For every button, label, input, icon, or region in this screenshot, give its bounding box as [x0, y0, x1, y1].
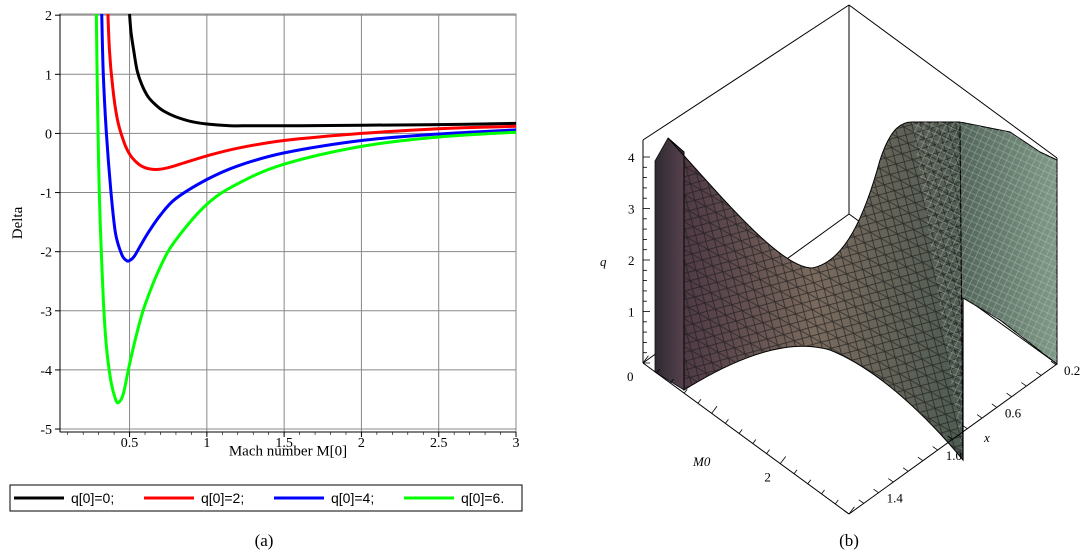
caption-a: (a)	[255, 531, 274, 550]
y-tick-label: -3	[40, 305, 52, 320]
m0-tick-mark	[793, 469, 798, 474]
series-group	[94, 14, 516, 405]
x-tick-label: 3	[513, 436, 520, 451]
m0-tick-mark	[780, 456, 787, 464]
m0-tick-mark	[834, 499, 839, 505]
m0-tick-mark	[807, 479, 812, 485]
m0-tick-mark	[711, 405, 718, 414]
x-tick-mark-3d	[843, 510, 850, 515]
m0-tick-label: 2	[764, 470, 771, 485]
x-tick-mark-3d	[873, 488, 879, 494]
x-tick-mark-3d	[962, 424, 968, 430]
x-axis-label: Mach number M[0]	[229, 444, 347, 460]
surface-saddle-mesh	[668, 122, 963, 460]
m0-tick-mark	[697, 399, 702, 404]
z-axis-label: q	[600, 254, 607, 269]
x-tick-label: 0.5	[121, 436, 139, 451]
x-tick-label: 1	[203, 436, 210, 451]
m0-axis-label: M0	[692, 454, 711, 469]
x-tick-mark-3d	[917, 456, 924, 462]
x-tick-mark-3d	[902, 467, 909, 472]
m0-tick-label: 0	[627, 369, 634, 384]
legend-label: q[0]=6.	[461, 490, 504, 506]
y-tick-label: -1	[40, 187, 52, 202]
y-tick-label: 0	[45, 127, 52, 142]
x-tick-mark-3d	[1035, 371, 1042, 376]
legend-label: q[0]=2;	[201, 490, 244, 506]
x-tick-mark-3d	[932, 446, 938, 451]
x-tick-mark-3d	[858, 499, 865, 504]
caption-b: (b)	[839, 531, 859, 550]
y-tick-label: 1	[45, 68, 52, 83]
x-tick-mark-3d	[1006, 392, 1012, 398]
m0-ticks: 02	[627, 355, 855, 515]
x-tick-mark-3d	[1021, 382, 1027, 387]
surface-right-mesh	[912, 122, 1057, 460]
x-tick-mark-3d	[976, 414, 983, 419]
x-tick-mark-3d	[991, 403, 998, 408]
x-ticks: 0.2 0.6 1.0 1.4	[843, 360, 1080, 515]
x-tick-mark-3d	[1050, 360, 1057, 366]
legend-label: q[0]=4;	[331, 490, 374, 506]
y-axis-label: Delta	[10, 206, 26, 239]
z-tick-label: 2	[628, 253, 635, 268]
series-line-3	[94, 14, 516, 405]
y-tick-label: -4	[40, 364, 52, 379]
m0-tick-mark	[738, 429, 743, 434]
x-tick-label-3d: 0.2	[1064, 363, 1080, 378]
y-tick-label: -5	[40, 423, 52, 438]
z-ticks: 1 2 3 4	[628, 150, 650, 364]
x-tick-label-3d: 1.0	[946, 448, 962, 463]
x-tick-mark-3d	[947, 435, 953, 440]
series-line-0	[128, 14, 516, 128]
legend-label: q[0]=0;	[71, 490, 114, 506]
series-line-2	[100, 14, 516, 263]
x-tick-label: 2	[358, 436, 365, 451]
m0-tick-mark	[752, 439, 757, 444]
y-tick-label: 2	[45, 9, 52, 24]
m0-tick-mark	[683, 388, 688, 394]
x-tick-label: 2.5	[430, 436, 448, 451]
x-tick-label: 1.5	[275, 436, 293, 451]
z-tick-label: 3	[628, 202, 635, 217]
x-tick-mark-3d	[888, 478, 894, 483]
x-axis-label-3d: x	[983, 430, 990, 445]
ticks: 0.5 1 1.5 2 2.5 3 2 1 0 -1 -2 -3 -4 -5	[40, 9, 519, 451]
series-line-1	[106, 14, 516, 172]
x-tick-label-3d: 1.4	[887, 491, 904, 506]
y-tick-label: -2	[40, 246, 52, 261]
m0-tick-mark	[656, 368, 661, 374]
x-tick-label-3d: 0.6	[1005, 405, 1022, 420]
front-edges	[642, 362, 1058, 515]
m0-tick-mark	[642, 355, 649, 364]
z-tick-label: 4	[628, 150, 635, 165]
m0-tick-mark	[821, 489, 825, 495]
m0-tick-mark	[670, 378, 674, 384]
m0-tick-mark	[766, 449, 770, 454]
z-tick-label: 1	[628, 305, 635, 320]
m0-tick-mark	[725, 419, 729, 424]
line-chart: 0.5 1 1.5 2 2.5 3 2 1 0 -1 -2 -3 -4 -5 Mach number M[…	[9, 9, 523, 550]
surface-left-wall	[654, 137, 685, 391]
m0-tick-mark	[848, 506, 855, 515]
plot-area	[59, 13, 517, 433]
legend: q[0]=0; q[0]=2; q[0]=4; q[0]=6.	[9, 484, 523, 512]
